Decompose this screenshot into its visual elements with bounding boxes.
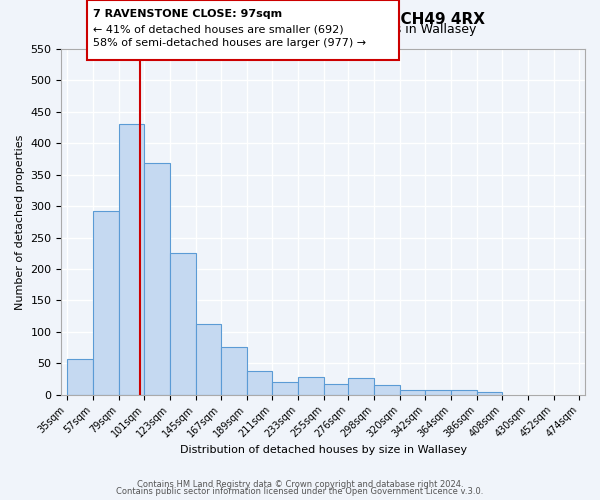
Bar	[324, 384, 349, 394]
Text: 7 RAVENSTONE CLOSE: 97sqm: 7 RAVENSTONE CLOSE: 97sqm	[93, 9, 282, 19]
Bar	[144, 164, 170, 394]
Bar	[425, 390, 451, 394]
Bar	[119, 124, 144, 394]
Text: Size of property relative to detached houses in Wallasey: Size of property relative to detached ho…	[124, 22, 476, 36]
Bar	[247, 372, 272, 394]
Bar	[476, 392, 502, 394]
Y-axis label: Number of detached properties: Number of detached properties	[15, 134, 25, 310]
Bar	[374, 386, 400, 394]
Bar	[348, 378, 374, 394]
Bar	[272, 382, 298, 394]
Bar	[221, 347, 247, 395]
Bar	[451, 390, 476, 394]
Text: Contains public sector information licensed under the Open Government Licence v.: Contains public sector information licen…	[116, 487, 484, 496]
Bar	[298, 377, 324, 394]
Text: 58% of semi-detached houses are larger (977) →: 58% of semi-detached houses are larger (…	[93, 38, 366, 48]
Bar	[400, 390, 425, 394]
Bar	[93, 210, 119, 394]
X-axis label: Distribution of detached houses by size in Wallasey: Distribution of detached houses by size …	[179, 445, 467, 455]
Text: 7, RAVENSTONE CLOSE, WIRRAL, CH49 4RX: 7, RAVENSTONE CLOSE, WIRRAL, CH49 4RX	[115, 12, 485, 28]
Bar	[170, 252, 196, 394]
Bar	[67, 359, 93, 394]
Bar	[196, 324, 221, 394]
Text: Contains HM Land Registry data © Crown copyright and database right 2024.: Contains HM Land Registry data © Crown c…	[137, 480, 463, 489]
Text: ← 41% of detached houses are smaller (692): ← 41% of detached houses are smaller (69…	[93, 24, 344, 34]
